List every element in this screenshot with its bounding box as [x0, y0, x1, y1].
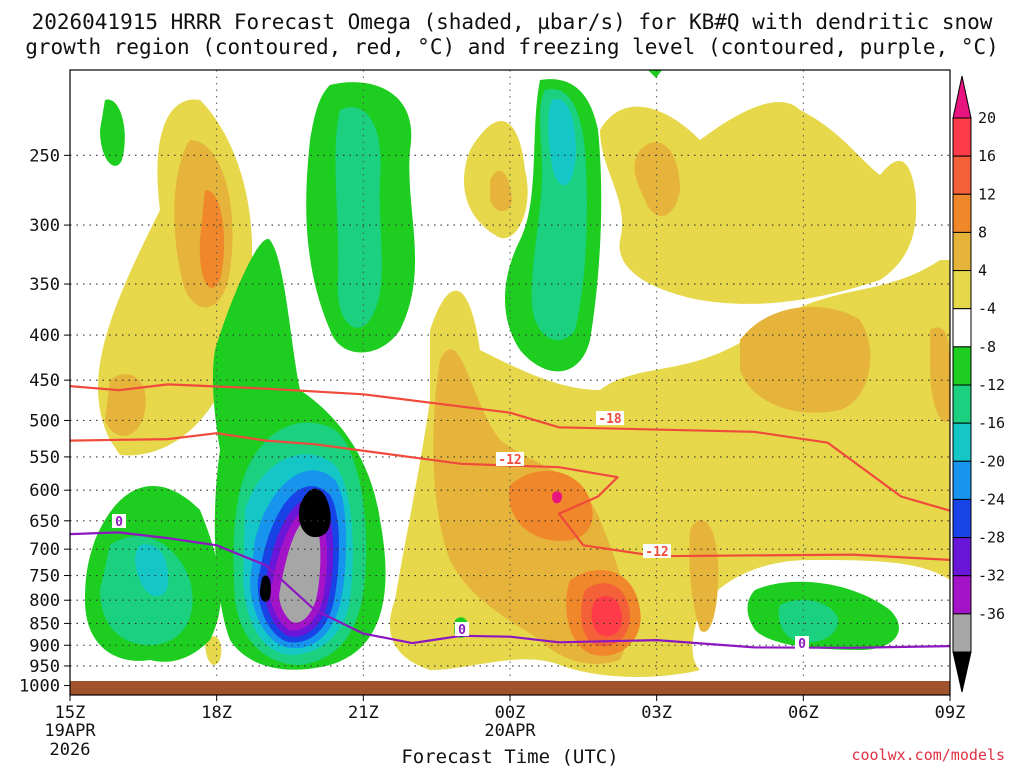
colorbar-bin	[952, 422, 972, 462]
x-tick-label: 06Z	[788, 703, 819, 723]
colorbar-label: 8	[978, 223, 987, 241]
colorbar-bin	[952, 460, 972, 500]
y-tick-label: 850	[29, 614, 60, 634]
y-tick-label: 550	[29, 448, 60, 468]
omega-field-cyan-upper-mid	[548, 99, 576, 186]
colorbar-bin	[952, 231, 972, 272]
colorbar-bin	[952, 346, 972, 386]
omega-field-grey-core	[279, 518, 321, 623]
colorbar-bin	[952, 193, 972, 233]
colorbar-label: 12	[978, 185, 996, 203]
colorbar-label: -20	[978, 452, 1005, 470]
x-tick-label: 21Z	[348, 703, 379, 723]
colorbar-label: 4	[978, 262, 987, 280]
x-tick-label: 00Z	[495, 703, 526, 723]
omega-field-black-core	[298, 488, 331, 538]
y-tick-label: 700	[29, 540, 60, 560]
colorbar-top-triangle	[952, 75, 972, 119]
x-tick-label: 03Z	[641, 703, 672, 723]
contour-label-dendritic-upper: -18	[598, 412, 622, 427]
omega-field-magenta-peak	[552, 491, 563, 504]
contour-label-dendritic-lower-a: -12	[498, 453, 521, 468]
x-sublabel-date: 19APR	[44, 721, 96, 741]
y-tick-label: 300	[29, 216, 60, 236]
contour-label-dendritic-lower-b: -12	[645, 545, 668, 560]
y-tick-label: 500	[29, 411, 60, 431]
chart-title-line2: growth region (contoured, red, °C) and f…	[25, 35, 999, 59]
contour-label-freezing-a: 0	[115, 515, 123, 530]
y-tick-label: 450	[29, 371, 60, 391]
colorbar-label: -16	[978, 414, 1005, 432]
omega-field-darkorange-center	[509, 470, 593, 541]
omega-field-orange-upper-mid	[490, 170, 512, 212]
colorbar-label: -32	[978, 567, 1005, 585]
colorbar-label: 16	[978, 147, 996, 165]
chart-title-line1: 2026041915 HRRR Forecast Omega (shaded, …	[32, 10, 993, 34]
y-tick-label: 800	[29, 591, 60, 611]
x-tick-label: 09Z	[935, 703, 966, 723]
colorbar-label: -28	[978, 529, 1005, 547]
y-tick-label: 250	[29, 146, 60, 166]
omega-field-green-upper-left	[100, 99, 125, 166]
contour-labels: -18 -12 -12 0 0 0	[112, 411, 809, 652]
omega-field-black-core-lower	[259, 575, 271, 602]
x-axis: 15Z 18Z 21Z 00Z 03Z 06Z 09Z	[55, 695, 966, 723]
colorbar-bin	[952, 270, 972, 310]
omega-shading	[85, 70, 950, 677]
omega-field-darkorange-left	[199, 190, 225, 288]
colorbar-label: -8	[978, 338, 996, 356]
omega-field-crimson-lower	[591, 596, 622, 637]
contour-label-freezing-c: 0	[798, 637, 806, 652]
colorbar-bin	[952, 308, 972, 348]
colorbar-bottom-triangle	[952, 651, 972, 693]
colorbar-bin	[952, 613, 972, 653]
y-tick-label: 400	[29, 326, 60, 346]
omega-field-teal-tall	[335, 107, 382, 328]
grid-lines	[70, 70, 950, 695]
omega-field-orange-right-edge	[930, 327, 950, 422]
colorbar-bin	[952, 537, 972, 577]
contour-freezing-level	[70, 531, 950, 649]
colorbar-label: -36	[978, 605, 1005, 623]
omega-field-cyan-lower-left	[135, 544, 169, 597]
colorbar-label: 20	[978, 109, 996, 127]
colorbar: 20 16 12 8 4 -4 -8 -12 -16 -20 -24 -28 -32 -36	[952, 75, 1005, 693]
x-axis-title: Forecast Time (UTC)	[401, 746, 618, 768]
colorbar-label: -4	[978, 300, 996, 318]
x-sublabel-date-2: 20APR	[484, 721, 536, 741]
omega-field-orange-lower-right	[689, 520, 719, 632]
omega-field-orange-upper	[634, 142, 680, 217]
colorbar-bin	[952, 117, 972, 157]
colorbar-bin	[952, 575, 972, 615]
colorbar-bin	[952, 155, 972, 195]
omega-field-yellow-lower-left	[205, 636, 222, 665]
colorbar-label: -24	[978, 490, 1005, 508]
omega-field-teal-right	[778, 599, 839, 643]
omega-field-yellow-upper-right	[600, 101, 917, 304]
omega-field-green-top	[648, 70, 662, 78]
y-tick-label: 600	[29, 481, 60, 501]
omega-field-orange-right	[740, 306, 871, 413]
colorbar-bin	[952, 384, 972, 424]
colorbar-bin	[952, 498, 972, 539]
x-tick-label: 18Z	[201, 703, 232, 723]
x-tick-label: 15Z	[55, 703, 86, 723]
y-tick-label: 650	[29, 512, 60, 532]
contour-dendritic-upper	[70, 383, 950, 512]
y-tick-label: 900	[29, 636, 60, 656]
y-tick-label: 950	[29, 657, 60, 677]
terrain-strip	[70, 681, 950, 695]
x-sublabel-year: 2026	[50, 740, 91, 760]
y-tick-label: 750	[29, 567, 60, 587]
y-tick-label: 350	[29, 275, 60, 295]
y-axis: 2503003504004505005506006507007508008509…	[19, 146, 70, 697]
credit-text: coolwx.com/models	[851, 746, 1005, 764]
y-tick-label: 1000	[19, 677, 60, 697]
colorbar-label: -12	[978, 376, 1005, 394]
contour-label-freezing-b: 0	[458, 623, 466, 638]
plot-area: -18 -12 -12 0 0 0	[69, 69, 951, 696]
